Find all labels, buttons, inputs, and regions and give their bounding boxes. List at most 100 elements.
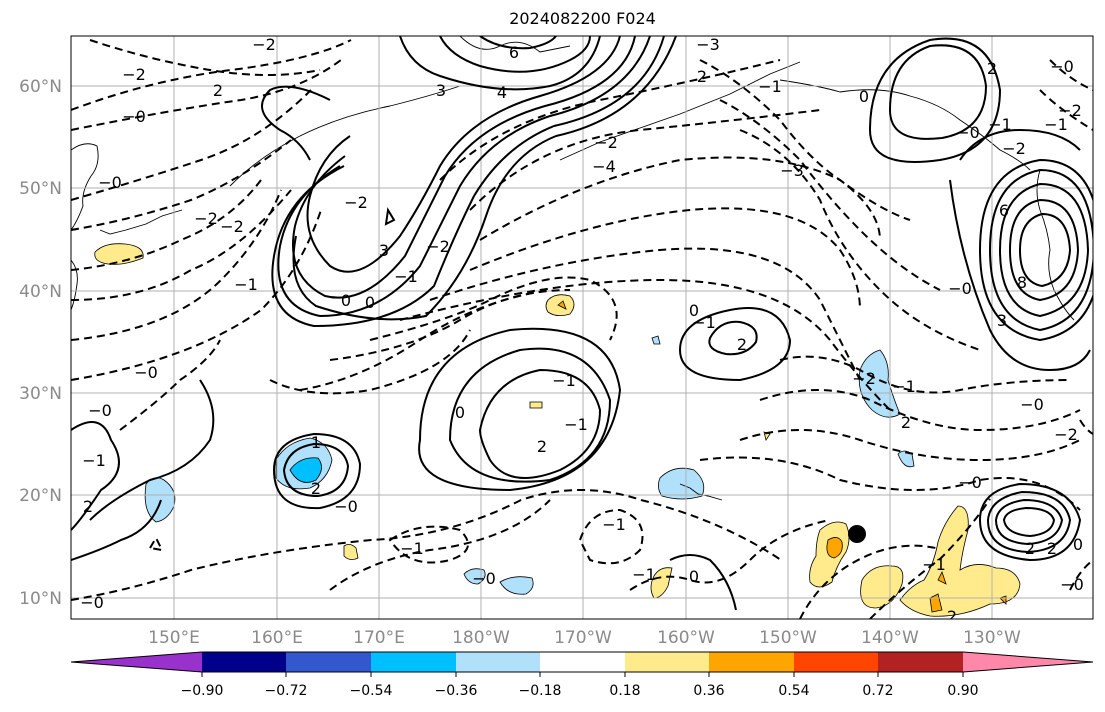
colorbar-segment — [71, 652, 202, 672]
contour-line — [479, 36, 557, 50]
contour-line — [71, 189, 282, 341]
contour-label: −0 — [80, 593, 104, 612]
dashed-contours — [71, 39, 1093, 619]
contour-line — [998, 182, 1090, 318]
map-plot-area: 6 4 3 −3 2 −2 2 −0 −0 −2 −2 −2 −2 −4 −3 … — [71, 35, 1093, 626]
contour-label: 2 — [901, 413, 911, 432]
contour-label: −0 — [1050, 57, 1074, 76]
north-america-coast — [1036, 169, 1075, 321]
contour-line — [418, 327, 622, 492]
colorbar-segment — [371, 652, 456, 672]
contour-line — [994, 498, 1064, 546]
contour-line — [71, 421, 120, 531]
contour-line — [888, 44, 988, 140]
contour-label: −1 — [1044, 115, 1068, 134]
contour-label: −0 — [334, 497, 358, 516]
contour-line — [71, 189, 292, 301]
contour-line — [978, 482, 1082, 562]
contour-line — [292, 36, 677, 321]
contour-label: −0 — [1060, 575, 1084, 594]
gridlines — [71, 36, 1093, 619]
lightblue-blob — [463, 568, 486, 585]
contour-line — [699, 456, 1081, 511]
contour-label: −1 — [988, 115, 1012, 134]
colorbar-tick-label: −0.72 — [265, 683, 308, 699]
contour-line — [271, 36, 665, 328]
alaska-peninsula — [559, 61, 801, 161]
lon-label: 170°E — [353, 628, 405, 648]
contour-label: 2 — [213, 81, 223, 100]
contour-line — [439, 59, 781, 181]
contour-line — [119, 339, 221, 431]
contour-label: −0 — [98, 173, 122, 192]
contour-label: −2 — [252, 35, 276, 54]
contour-label: −0 — [134, 363, 158, 382]
contour-label: −2 — [122, 65, 146, 84]
colorbar-segment — [709, 652, 794, 672]
lon-label: 160°W — [657, 628, 715, 648]
contour-label: 2 — [947, 607, 957, 626]
contour-line — [978, 158, 1093, 342]
yellow-blob — [899, 505, 1021, 617]
contour-label: 3 — [436, 81, 446, 100]
contour-label: 2 — [311, 479, 321, 498]
contour-line — [949, 179, 1091, 372]
contour-label: −1 — [564, 415, 588, 434]
contour-label: 0 — [859, 87, 869, 106]
contour-line — [1018, 212, 1072, 288]
cyan-blob — [289, 457, 322, 483]
lightblue-blob — [499, 576, 534, 595]
contour-line — [399, 36, 601, 91]
lightblue-blob — [651, 335, 661, 345]
contour-label: −1 — [922, 555, 946, 574]
contour-label: −0 — [948, 279, 972, 298]
contour-line — [759, 389, 1081, 432]
contour-line — [1079, 419, 1093, 435]
japan-coast — [71, 259, 78, 311]
kuril-islands — [99, 209, 183, 235]
contour-label: −1 — [82, 451, 106, 470]
contour-line — [277, 36, 651, 318]
contour-label: −0 — [472, 569, 496, 588]
colorbar-segment — [202, 652, 286, 672]
contour-line — [478, 368, 602, 479]
contour-label: 2 — [1025, 539, 1035, 558]
colorbar-segment — [794, 652, 878, 672]
contour-label: −1 — [552, 371, 576, 390]
colorbar-tick-label: 0.18 — [609, 683, 640, 699]
contour-label: −1 — [394, 267, 418, 286]
lon-label: 140°W — [861, 628, 919, 648]
contour-label: 1 — [311, 433, 321, 452]
contour-line — [71, 489, 782, 601]
lat-label: 50°N — [19, 179, 62, 199]
contour-line — [678, 307, 792, 382]
contour-line — [799, 544, 941, 619]
contour-label: −0 — [958, 473, 982, 492]
colorbar-tick-label: −0.36 — [435, 683, 478, 699]
lon-label: 130°W — [963, 628, 1021, 648]
contour-label: 4 — [497, 83, 507, 102]
lightblue-blob — [658, 467, 705, 500]
contour-line — [306, 36, 621, 273]
colorbar: −0.90 −0.72 −0.54 −0.36 −0.18 0.18 0.36 0.54 0.7… — [70, 651, 1094, 699]
orange-blob — [557, 300, 567, 310]
contour-label: −2 — [594, 133, 618, 152]
lat-label: 60°N — [19, 77, 62, 97]
contour-line — [469, 207, 861, 311]
colorbar-segment — [878, 652, 963, 672]
contour-label: −0 — [88, 401, 112, 420]
contour-line — [669, 554, 737, 611]
contour-line — [71, 89, 312, 201]
contour-line — [869, 498, 991, 619]
colorbar-segment — [540, 652, 625, 672]
orange-blob — [937, 570, 947, 585]
contour-line — [71, 179, 262, 271]
contour-line — [739, 129, 981, 351]
contour-label: −2 — [194, 209, 218, 228]
contour-line — [282, 442, 350, 498]
contour-label: −0 — [122, 107, 146, 126]
contour-line — [1039, 89, 1093, 131]
contour-line — [1069, 559, 1093, 591]
colorbar-tick-label: 0.72 — [862, 683, 893, 699]
contour-label: 0 — [341, 291, 351, 310]
